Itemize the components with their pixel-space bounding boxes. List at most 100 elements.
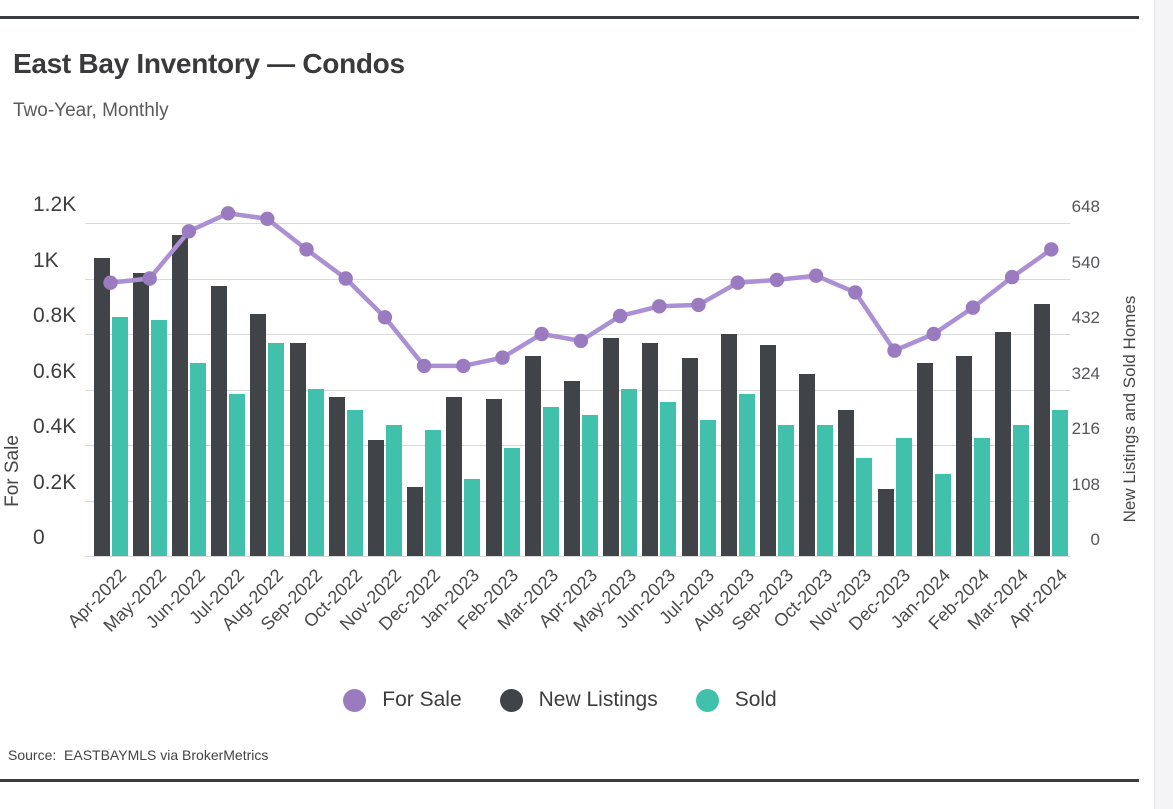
bar-new-listings xyxy=(642,342,659,556)
bar-new-listings xyxy=(995,332,1012,556)
for-sale-point xyxy=(534,326,549,342)
bar-sold xyxy=(777,424,794,556)
for-sale-point xyxy=(730,275,745,290)
for-sale-point xyxy=(456,358,471,374)
bar-sold xyxy=(934,473,951,556)
y-tick-right: 0 xyxy=(1090,530,1100,549)
bar-new-listings xyxy=(759,345,776,556)
right-axis-title: New Listings and Sold Homes xyxy=(1120,295,1139,523)
for-sale-point xyxy=(1004,269,1020,285)
bar-new-listings xyxy=(916,363,933,556)
y-tick-left: 1.2K xyxy=(33,193,77,216)
bar-new-listings xyxy=(877,489,894,556)
bar-new-listings xyxy=(132,273,149,556)
legend-swatch-icon xyxy=(343,688,367,712)
page-edge-strip xyxy=(1154,0,1173,809)
left-axis-title: For Sale xyxy=(2,435,23,507)
y-tick-right: 324 xyxy=(1071,363,1100,383)
bar-new-listings xyxy=(563,381,580,556)
bar-sold xyxy=(581,414,598,556)
legend-swatch-icon xyxy=(499,688,523,712)
bar-sold xyxy=(385,424,402,556)
for-sale-point xyxy=(260,211,275,226)
for-sale-point xyxy=(181,224,197,239)
bar-sold xyxy=(1013,424,1030,556)
bar-sold xyxy=(973,437,990,556)
bar-sold xyxy=(503,448,520,556)
grid-line xyxy=(85,278,1070,280)
legend: For Sale New Listings Sold xyxy=(0,685,1120,715)
source-note: Source: EASTBAYMLS via BrokerMetrics xyxy=(8,747,269,763)
bar-sold xyxy=(660,401,677,556)
legend-label: New Listings xyxy=(538,688,658,711)
bar-new-listings xyxy=(289,342,306,556)
for-sale-point xyxy=(769,272,785,288)
chart-subtitle: Two-Year, Monthly xyxy=(13,100,169,121)
for-sale-point xyxy=(612,308,628,324)
bar-new-listings xyxy=(211,286,228,556)
y-tick-left: 0.2K xyxy=(33,470,77,494)
grid-line xyxy=(85,223,1070,224)
for-sale-point xyxy=(1044,242,1059,257)
y-tick-right: 648 xyxy=(1071,197,1100,216)
for-sale-point xyxy=(887,343,902,358)
bar-sold xyxy=(1052,409,1069,556)
for-sale-point xyxy=(299,242,314,257)
legend-label: Sold xyxy=(734,688,777,711)
for-sale-point xyxy=(103,275,118,290)
y-tick-right: 432 xyxy=(1071,308,1100,327)
bar-new-listings xyxy=(328,396,345,556)
bar-sold xyxy=(150,319,167,556)
chart-title: East Bay Inventory — Condos xyxy=(13,48,405,79)
bar-new-listings xyxy=(1034,304,1051,556)
bar-sold xyxy=(621,389,638,556)
for-sale-point xyxy=(652,299,667,314)
plot-area xyxy=(85,223,1070,557)
for-sale-point xyxy=(220,206,236,221)
legend-item: For Sale xyxy=(343,688,462,712)
bar-new-listings xyxy=(720,334,737,556)
bar-sold xyxy=(425,430,442,556)
y-tick-left: 0 xyxy=(33,526,45,549)
y-tick-left: 0.6K xyxy=(33,359,77,383)
bottom-rule xyxy=(0,779,1139,782)
for-sale-point xyxy=(573,333,589,349)
bar-new-listings xyxy=(524,355,541,556)
bar-new-listings xyxy=(955,355,972,556)
bar-sold xyxy=(738,394,755,556)
bar-sold xyxy=(346,409,363,556)
y-tick-left: 0.4K xyxy=(33,415,77,438)
bar-sold xyxy=(268,342,285,556)
legend-label: For Sale xyxy=(382,688,462,711)
for-sale-line-layer xyxy=(103,206,1059,374)
y-tick-left: 0.8K xyxy=(33,304,77,327)
bar-new-listings xyxy=(799,373,816,556)
bar-new-listings xyxy=(485,399,502,556)
for-sale-point xyxy=(495,350,510,365)
for-sale-point xyxy=(377,310,393,325)
legend-swatch-icon xyxy=(695,688,719,712)
legend-item: Sold xyxy=(695,688,777,712)
bar-sold xyxy=(895,437,912,556)
legend-item: New Listings xyxy=(499,688,658,712)
bar-sold xyxy=(111,317,128,556)
for-sale-point xyxy=(926,326,941,342)
for-sale-point xyxy=(965,300,981,315)
for-sale-point xyxy=(691,297,706,313)
bar-new-listings xyxy=(250,314,267,556)
top-rule xyxy=(0,16,1139,19)
y-tick-left: 1K xyxy=(33,248,59,272)
for-sale-point xyxy=(848,285,863,300)
bar-sold xyxy=(464,478,481,556)
bar-new-listings xyxy=(446,396,463,556)
grid-line xyxy=(85,556,1070,557)
y-tick-right: 108 xyxy=(1071,474,1100,494)
bar-new-listings xyxy=(838,409,855,556)
bar-sold xyxy=(817,424,834,556)
y-tick-right: 540 xyxy=(1071,252,1100,272)
for-sale-point xyxy=(416,358,432,374)
bar-new-listings xyxy=(681,358,698,556)
bar-sold xyxy=(229,394,246,556)
bar-sold xyxy=(542,406,559,556)
bar-new-listings xyxy=(603,337,620,556)
